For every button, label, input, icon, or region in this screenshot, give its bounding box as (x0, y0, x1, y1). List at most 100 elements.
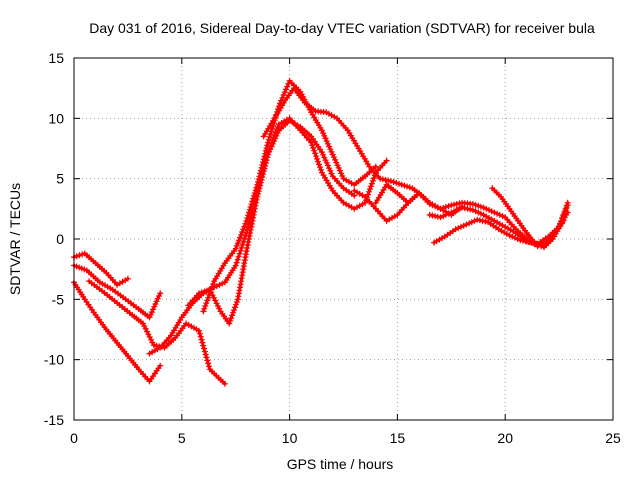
data-point-marker (561, 208, 568, 215)
data-point-marker (269, 137, 276, 144)
data-point-marker (335, 164, 342, 171)
data-point-marker (456, 205, 463, 212)
data-point-marker (267, 131, 274, 138)
data-point-marker (229, 312, 236, 319)
data-point-marker (249, 198, 256, 205)
data-point-marker (200, 308, 207, 315)
data-point-marker (426, 201, 433, 207)
x-tick-label: 10 (282, 430, 298, 446)
data-point-marker (448, 209, 455, 216)
data-point-marker (204, 357, 211, 364)
data-point-marker (463, 221, 470, 228)
data-point-marker (477, 210, 484, 217)
data-point-marker (452, 226, 459, 233)
x-tick-label: 0 (70, 430, 78, 446)
data-point-marker (252, 187, 259, 194)
data-point-marker (329, 151, 336, 158)
data-point-marker (245, 212, 252, 219)
y-tick-label: 0 (56, 231, 64, 247)
data-point-marker (253, 184, 260, 191)
data-point-marker (442, 211, 449, 218)
series-track-13 (489, 185, 571, 251)
data-point-marker (460, 222, 467, 229)
data-point-marker (236, 250, 243, 257)
data-point-marker (242, 220, 249, 227)
data-point-marker (255, 178, 261, 185)
data-point-marker (198, 289, 205, 296)
data-point-marker (227, 317, 234, 324)
data-point-marker (284, 83, 291, 90)
data-point-marker (238, 231, 245, 238)
data-point-marker (271, 132, 278, 139)
data-point-marker (323, 138, 330, 145)
data-point-marker (206, 363, 212, 370)
data-point-marker (368, 180, 375, 187)
data-point-marker (265, 136, 272, 143)
data-point-marker (260, 159, 266, 166)
data-point-marker (387, 178, 394, 185)
data-point-marker (260, 156, 267, 163)
series-track-5 (146, 117, 358, 357)
data-point-marker (321, 154, 328, 161)
data-point-marker (440, 213, 447, 220)
x-tick-label: 20 (497, 430, 513, 446)
data-point-marker (317, 164, 323, 171)
data-point-marker (538, 243, 545, 250)
data-point-marker (398, 181, 405, 188)
data-point-marker (196, 330, 203, 337)
data-point-marker (445, 210, 452, 217)
data-point-marker (203, 300, 210, 307)
data-point-marker (564, 199, 571, 206)
data-point-marker (244, 215, 251, 222)
data-point-marker (318, 166, 324, 173)
data-point-marker (315, 158, 321, 165)
data-point-marker (196, 290, 202, 297)
data-series (71, 77, 571, 387)
data-point-marker (328, 170, 335, 177)
data-point-marker (318, 149, 325, 156)
data-point-marker (200, 342, 207, 349)
data-point-marker (469, 201, 476, 207)
data-point-marker (199, 339, 206, 346)
data-point-marker (471, 217, 478, 224)
data-point-marker (204, 287, 211, 294)
data-point-marker (383, 157, 390, 164)
data-point-marker (393, 179, 400, 186)
y-tick-label: 5 (56, 171, 64, 187)
data-point-marker (142, 325, 149, 332)
data-point-marker (488, 208, 495, 215)
data-point-marker (472, 208, 479, 215)
data-point-marker (232, 245, 239, 252)
data-point-marker (210, 281, 217, 287)
data-point-marker (232, 301, 239, 308)
data-point-marker (390, 179, 397, 185)
data-point-marker (477, 203, 484, 210)
data-point-marker (437, 214, 444, 221)
data-point-marker (333, 159, 340, 166)
x-tick-label: 15 (390, 430, 406, 446)
data-point-marker (156, 293, 162, 299)
data-point-marker (256, 173, 263, 180)
data-point-marker (453, 207, 460, 213)
data-point-marker (257, 170, 264, 177)
data-point-marker (309, 142, 316, 149)
data-point-marker (246, 206, 253, 213)
data-point-marker (148, 336, 155, 343)
data-point-marker (332, 156, 339, 163)
data-point-marker (272, 129, 279, 136)
data-point-marker (201, 305, 208, 312)
data-point-marker (261, 153, 268, 160)
data-point-marker (280, 92, 287, 98)
data-point-marker (240, 226, 247, 233)
data-point-marker (266, 133, 273, 140)
chart-title: Day 031 of 2016, Sidereal Day-to-day VTE… (89, 20, 595, 36)
data-point-marker (268, 143, 274, 150)
data-point-marker (207, 289, 214, 296)
data-point-marker (445, 203, 452, 210)
data-point-marker (437, 205, 444, 212)
data-point-marker (318, 127, 325, 134)
data-point-marker (243, 217, 250, 224)
data-point-marker (269, 140, 275, 147)
data-point-marker (324, 162, 331, 169)
